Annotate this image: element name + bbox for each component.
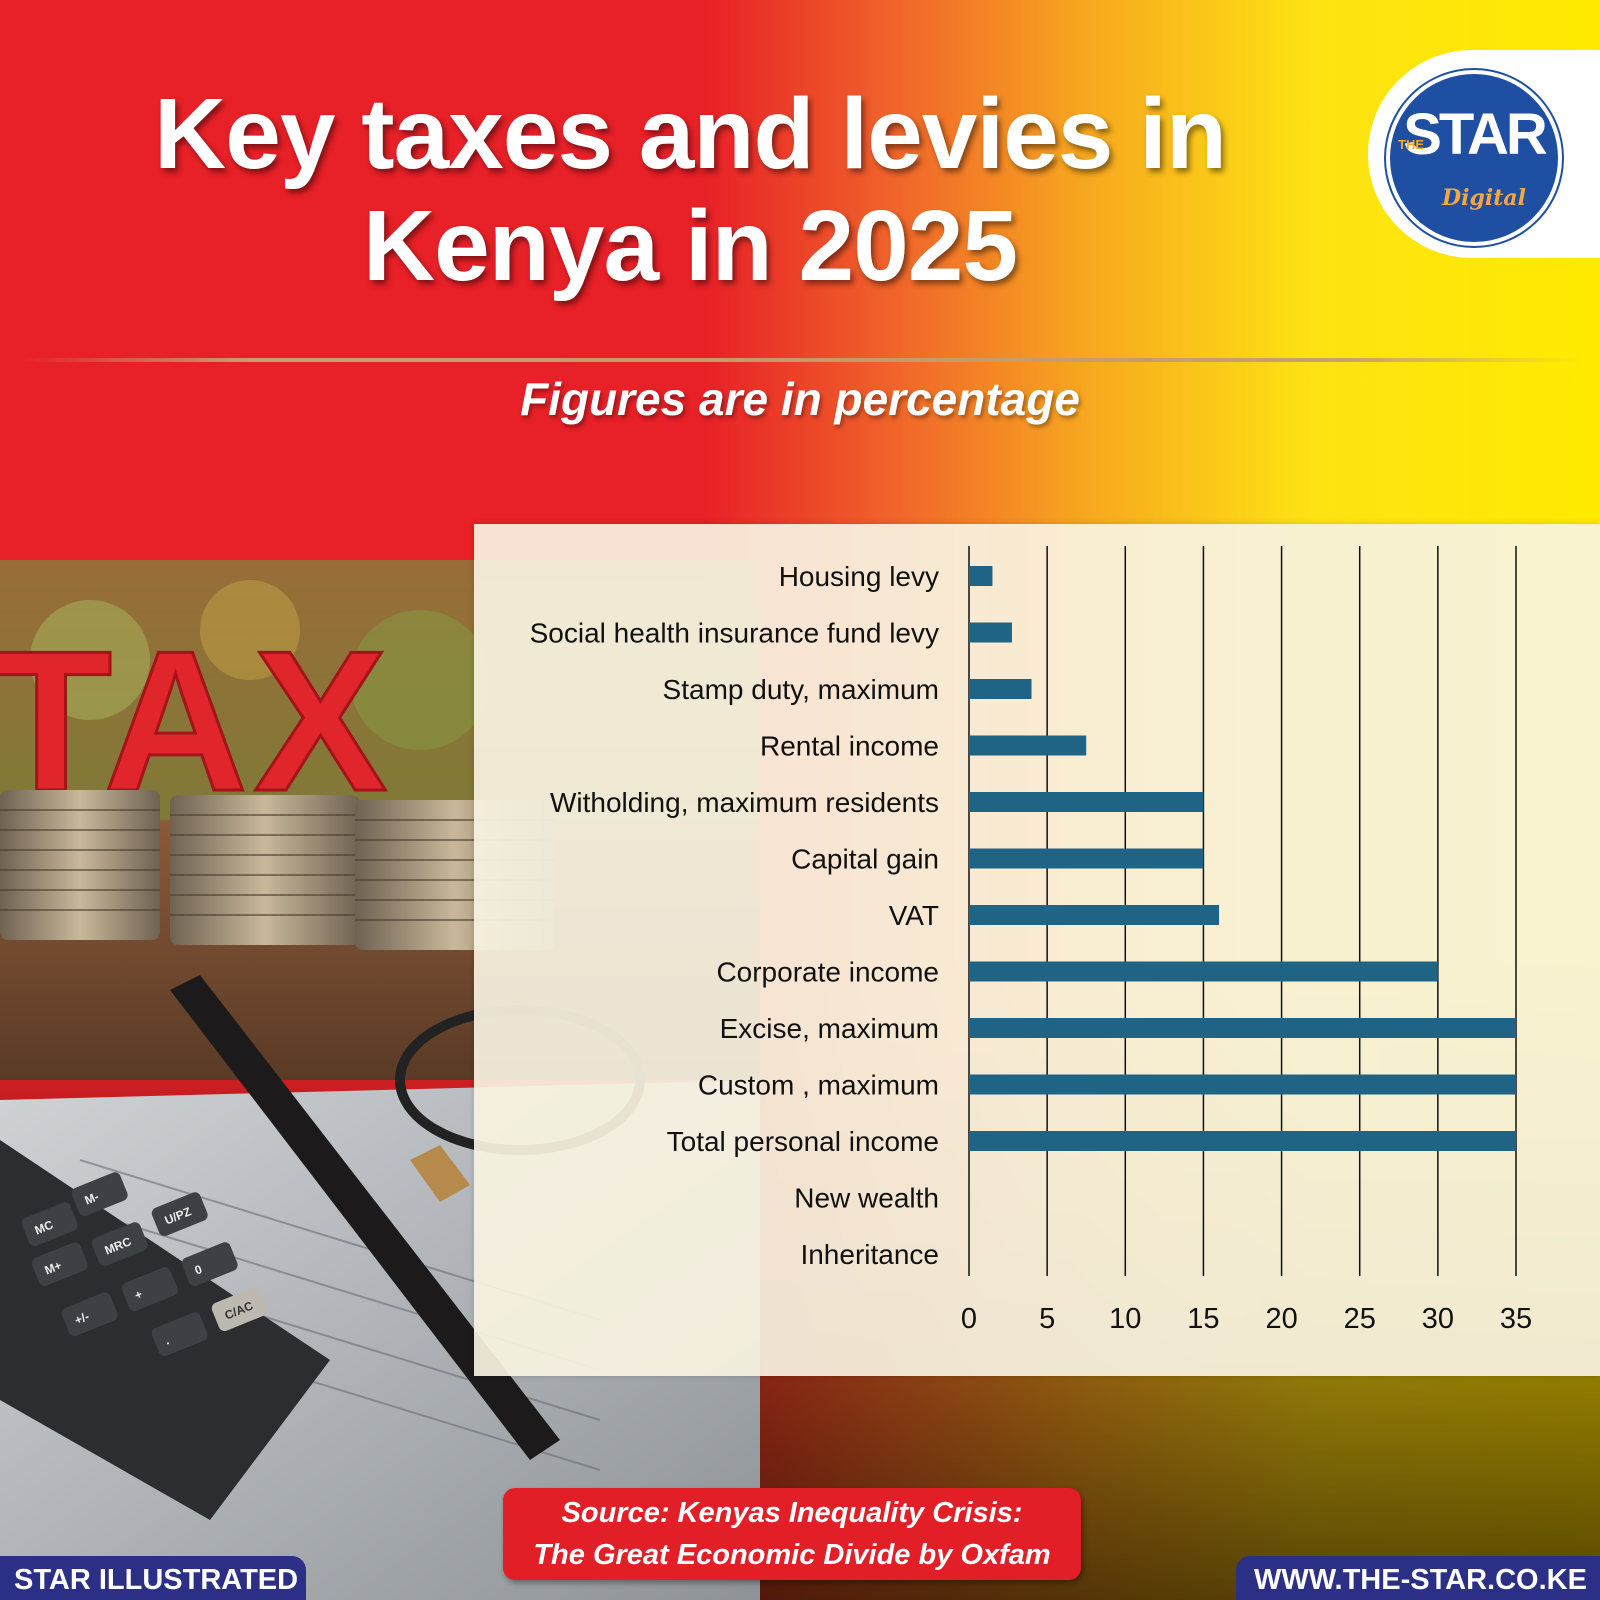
x-tick-label: 25 [1344,1303,1376,1335]
coin-stack-2 [170,795,360,945]
bar [969,1018,1516,1038]
x-tick-label: 5 [1039,1303,1055,1335]
page-title: Key taxes and levies in Kenya in 2025 [40,78,1340,302]
calculator-key [211,1287,268,1332]
x-tick-label: 10 [1109,1303,1141,1335]
category-label: Total personal income [667,1126,939,1157]
title-line-1: Key taxes and levies in [153,78,1227,190]
bar [969,1074,1516,1095]
coin-stack-1 [0,790,160,940]
category-label: Housing levy [779,561,939,592]
x-tick-label: 0 [961,1303,977,1335]
bar [969,679,1032,699]
calculator-key [71,1172,128,1217]
calculator-key-label: 0 [193,1262,205,1278]
bar [969,848,1204,869]
bar [969,566,993,586]
calculator-key [61,1292,118,1337]
bar-chart: 0 5 10 15 20 25 30 35 Housing levy Social health … [530,546,1532,1335]
category-label: Rental income [760,731,939,762]
category-label: Inheritance [800,1239,939,1270]
logo-star-text: STAR [1403,102,1548,167]
calculator-key [121,1267,178,1312]
bar [969,1131,1516,1151]
star-logo[interactable] [1386,70,1562,246]
bar [969,961,1438,982]
category-label: Corporate income [716,957,939,988]
x-tick-label: 20 [1265,1303,1297,1335]
pen [170,975,560,1460]
category-label: New wealth [794,1183,939,1214]
bar [969,735,1087,756]
x-tick-label: 30 [1422,1303,1454,1335]
calculator-key [91,1222,148,1267]
calculator-key [181,1242,238,1287]
bar [969,905,1220,925]
source-note: Source: Kenyas Inequality Crisis: The Gr… [503,1488,1081,1580]
website-link[interactable]: WWW.THE-STAR.CO.KE [1236,1556,1600,1600]
calculator-key [31,1242,88,1287]
x-tick-label: 35 [1500,1303,1532,1335]
category-label: Witholding, maximum residents [550,787,939,818]
logo-digital-text: Digital [1442,185,1526,211]
category-label: Stamp duty, maximum [663,674,939,705]
calculator-key-label: MC [33,1217,56,1237]
title-line-2: Kenya in 2025 [362,190,1018,302]
calculator-key-label: +/- [73,1309,92,1327]
calculator-key [21,1202,78,1247]
source-line-1: Source: Kenyas Inequality Crisis: [561,1497,1023,1529]
chart-panel [474,524,1600,1376]
calculator-key-label: M+ [43,1258,64,1277]
category-label: Excise, maximum [720,1013,939,1044]
calculator-key-label: M- [83,1189,101,1207]
calculator-key [151,1312,208,1357]
source-line-2: The Great Economic Divide by Oxfam [533,1539,1051,1571]
star-illustrated-tag: STAR ILLUSTRATED [0,1556,306,1600]
logo-the-text: THE [1398,137,1424,152]
calculator-key-label: . [163,1333,171,1347]
x-tick-label: 15 [1187,1303,1219,1335]
calculator-key-label: + [133,1287,145,1303]
calculator-key [151,1192,208,1237]
category-label: Capital gain [791,844,939,875]
bar [969,622,1012,643]
category-label: Social health insurance fund levy [530,618,939,649]
category-label: VAT [889,900,939,931]
category-label: Custom , maximum [698,1070,939,1101]
bar [969,792,1204,812]
subtitle: Figures are in percentage [520,373,1080,425]
title-divider [20,358,1580,362]
